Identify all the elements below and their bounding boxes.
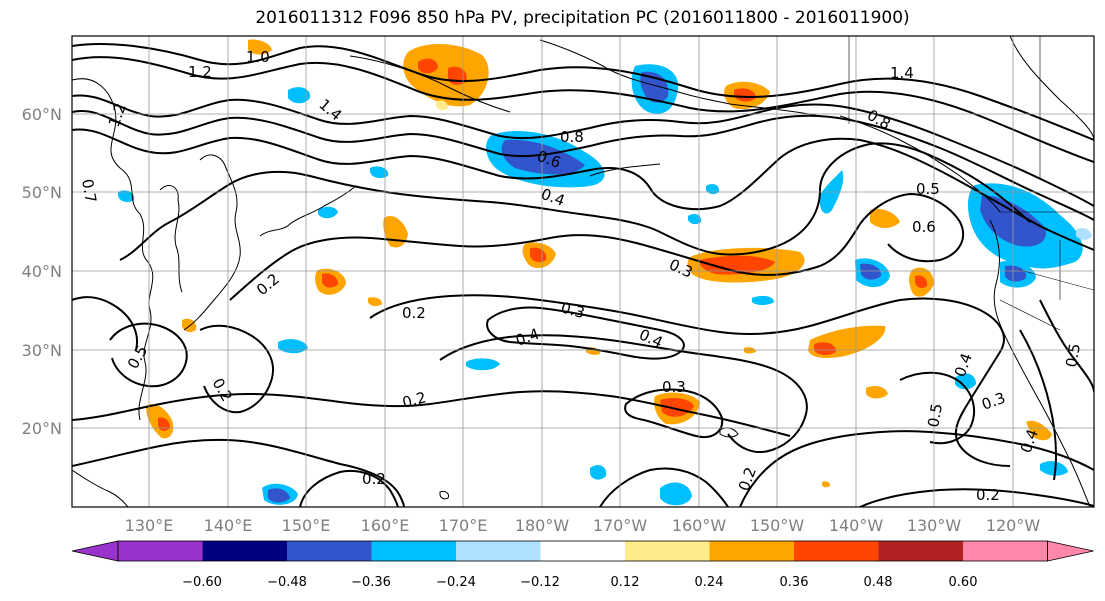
lat-label: 60°N — [22, 105, 62, 124]
longitude-labels: 130°E 140°E 150°E 160°E 170°E 180°W 170°… — [125, 516, 1041, 535]
colorbar-segments — [71, 540, 1094, 562]
colorbar-segment — [202, 541, 287, 561]
positive-precip-shading — [146, 39, 1052, 488]
contour-label: 0.3 — [662, 378, 686, 396]
colorbar-tick-label: 0.36 — [780, 575, 809, 590]
colorbar-tick-label: −0.60 — [182, 575, 222, 590]
map-frame — [71, 35, 1095, 508]
colorbar: −0.60 −0.48 −0.36 −0.24 −0.12 0.12 0.24 … — [71, 540, 1094, 590]
map-title: 2016011312 F096 850 hPa PV, precipitatio… — [255, 8, 910, 28]
colorbar-segment — [540, 541, 625, 561]
contour-label: 1.4 — [890, 64, 914, 82]
colorbar-segment — [287, 541, 372, 561]
lat-label: 30°N — [22, 341, 62, 360]
lon-label: 160°E — [361, 516, 410, 535]
contour-label: 0.2 — [400, 388, 428, 412]
lon-label: 160°W — [672, 516, 727, 535]
graticule — [72, 36, 1094, 507]
colorbar-segment — [625, 541, 710, 561]
lon-label: 180°W — [515, 516, 570, 535]
lon-label: 120°W — [986, 516, 1041, 535]
colorbar-tick-label: 0.24 — [695, 575, 724, 590]
contour-label: 0.8 — [560, 128, 584, 146]
colorbar-extend-max — [1047, 540, 1094, 562]
map-panel: 1.2 1.0 1.2 0.7 1.4 0.8 0.6 0.4 1.4 0.8 … — [72, 36, 1094, 507]
contour-label: 0.6 — [912, 218, 936, 236]
lon-label: 130°E — [125, 516, 174, 535]
colorbar-segment — [963, 541, 1048, 561]
pv-contours — [72, 42, 1094, 507]
lon-label: 170°W — [593, 516, 648, 535]
lat-label: 50°N — [22, 183, 62, 202]
lon-label: 130°W — [907, 516, 962, 535]
colorbar-extend-min — [71, 540, 119, 562]
lon-label: 140°W — [829, 516, 884, 535]
colorbar-outline — [117, 540, 1048, 562]
lat-label: 40°N — [22, 262, 62, 281]
lat-label: 20°N — [22, 419, 62, 438]
colorbar-segment — [709, 541, 794, 561]
lon-label: 150°W — [750, 516, 805, 535]
contour-label: 1.0 — [246, 48, 270, 66]
contour-label: 0.5 — [916, 180, 940, 198]
coastlines — [72, 36, 1094, 507]
colorbar-tick-label: −0.24 — [436, 575, 476, 590]
colorbar-segment — [456, 541, 541, 561]
lon-label: 170°E — [439, 516, 488, 535]
colorbar-segment — [878, 541, 963, 561]
lon-label: 150°E — [282, 516, 331, 535]
negative-precip-shading — [118, 64, 1092, 506]
colorbar-segment — [794, 541, 879, 561]
colorbar-tick-label: −0.36 — [351, 575, 391, 590]
colorbar-segment — [371, 541, 456, 561]
lon-label: 140°E — [204, 516, 253, 535]
contour-label: 0.5 — [1062, 342, 1084, 369]
contour-label: 0.2 — [402, 304, 426, 322]
colorbar-tick-label: 0.12 — [611, 575, 640, 590]
colorbar-tick-label: −0.12 — [520, 575, 560, 590]
colorbar-tick-label: 0.60 — [949, 575, 978, 590]
contour-label: 0.2 — [362, 470, 386, 488]
contour-label: 0.5 — [924, 402, 946, 429]
latitude-labels: 60°N 50°N 40°N 30°N 20°N — [22, 105, 62, 438]
colorbar-tick-label: 0.48 — [864, 575, 893, 590]
colorbar-segment — [118, 541, 203, 561]
colorbar-tick-label: −0.48 — [267, 575, 307, 590]
contour-label: 1.2 — [188, 63, 212, 81]
contour-label: 0.3 — [559, 298, 587, 322]
contour-label: 0.7 — [78, 178, 100, 205]
colorbar-ticks: −0.60 −0.48 −0.36 −0.24 −0.12 0.12 0.24 … — [182, 575, 977, 590]
contour-label: 0.2 — [976, 486, 1000, 504]
